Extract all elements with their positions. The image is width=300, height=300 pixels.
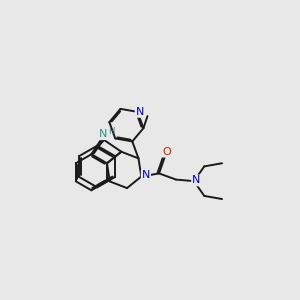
Text: N: N bbox=[192, 176, 200, 185]
Text: H: H bbox=[109, 127, 115, 136]
Text: N: N bbox=[99, 129, 107, 139]
Text: N: N bbox=[136, 107, 144, 117]
Text: O: O bbox=[162, 147, 171, 157]
Text: N: N bbox=[142, 170, 150, 180]
